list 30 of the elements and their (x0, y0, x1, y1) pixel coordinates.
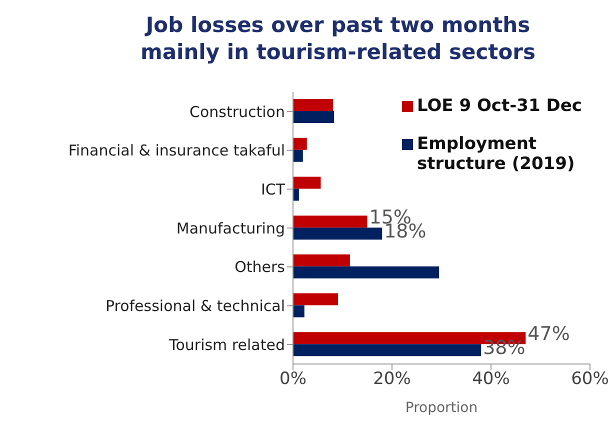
y-tick-label: Tourism related (168, 336, 285, 354)
chart-title: Job losses over past two months mainly in tourism-related sectors (139, 12, 537, 66)
data-label: 47% (528, 323, 570, 346)
bar (293, 138, 307, 150)
bar (293, 150, 303, 162)
legend-label: Employment structure (2019) (417, 134, 576, 174)
bar (293, 188, 299, 201)
x-tick-label: 20% (373, 369, 411, 390)
x-tick-label: 40% (472, 369, 510, 390)
data-label: 38% (483, 337, 526, 360)
bar (293, 98, 334, 111)
y-tick-label: Others (234, 258, 286, 276)
x-axis-title: Proportion (405, 400, 478, 416)
bar (293, 110, 334, 123)
y-tick-label: Construction (189, 102, 285, 121)
bar (293, 228, 382, 240)
y-tick-label: Manufacturing (176, 219, 285, 238)
bar (293, 305, 304, 318)
bar (293, 266, 440, 278)
y-tick-label: Financial & insurance takaful (68, 142, 285, 160)
bar (293, 216, 368, 228)
y-tick-label: Professional & technical (105, 297, 285, 316)
x-tick-label: 60% (571, 369, 609, 390)
bar (293, 176, 321, 189)
bar (293, 293, 338, 306)
bar (293, 254, 350, 266)
bar (293, 344, 482, 356)
x-tick-label: 0% (280, 369, 306, 390)
y-tick-label: ICT (260, 180, 286, 198)
legend-label: LOE 9 Oct-31 Dec (417, 96, 582, 116)
